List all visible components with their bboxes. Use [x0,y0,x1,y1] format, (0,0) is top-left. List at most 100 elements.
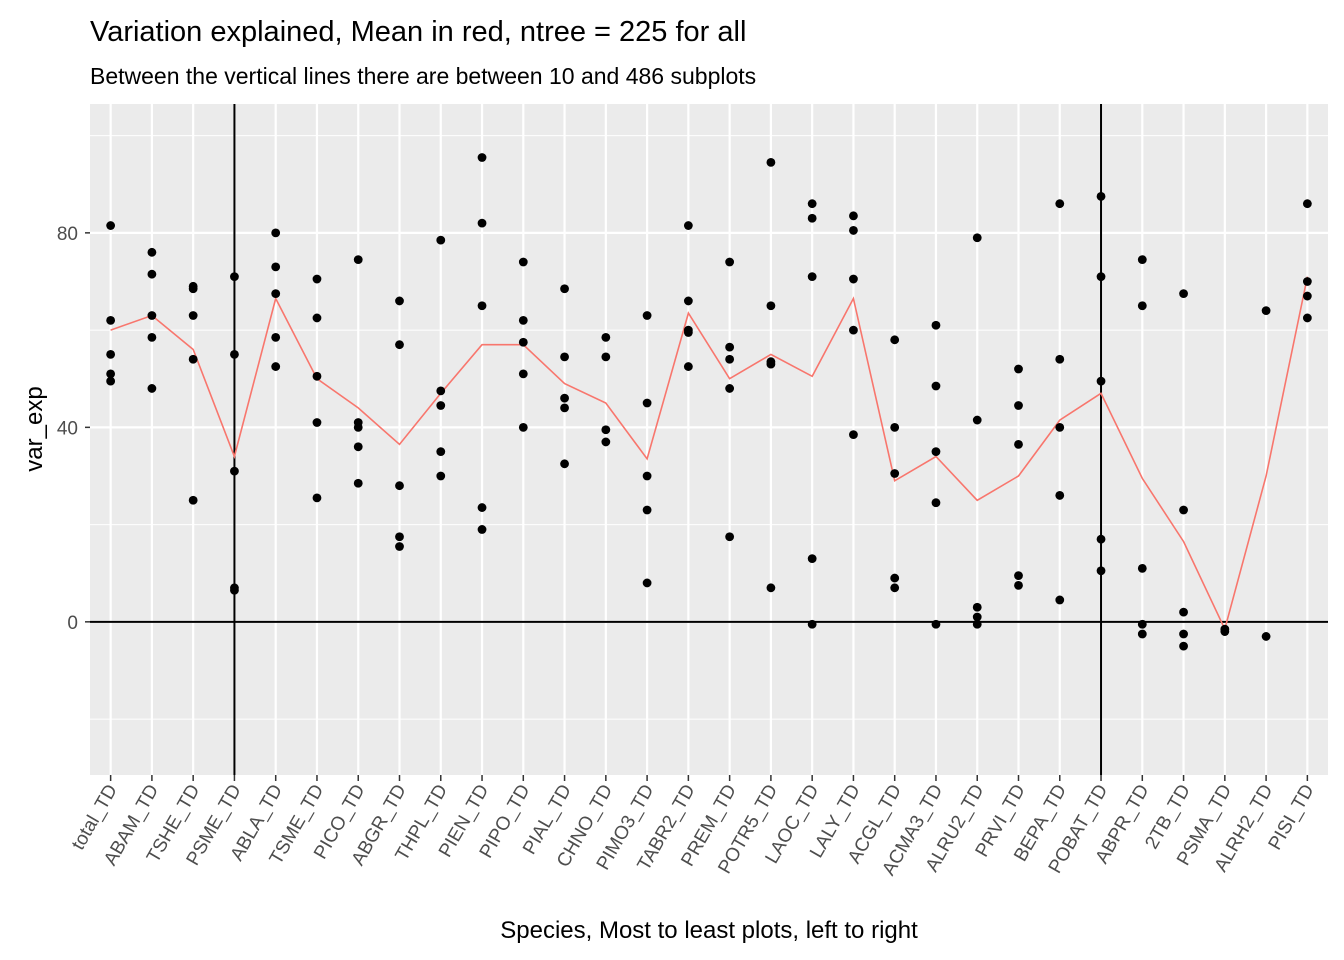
data-point [230,466,239,476]
data-point [601,352,611,362]
data-point [1055,422,1065,432]
data-point [849,211,858,221]
data-point [147,269,157,279]
x-axis: total_TDABAM_TDTSHE_TDPSME_TDABLA_TDTSME… [68,775,1319,879]
data-point [1137,619,1147,629]
data-point [766,583,776,593]
data-point [395,481,404,491]
data-point [353,442,363,452]
y-axis-title: var_exp [21,386,48,471]
data-point [725,532,735,542]
data-point [477,301,487,311]
data-point [1055,354,1065,364]
data-point [395,296,404,306]
data-point [1179,629,1188,639]
data-point [353,255,363,264]
data-point [1179,607,1188,617]
data-point [395,542,404,551]
data-point [1137,301,1147,311]
reference-lines [90,104,1328,775]
data-point [1179,289,1188,299]
data-point [1179,505,1188,515]
data-point [271,289,281,299]
y-tick-label: 80 [57,224,78,245]
data-point [642,505,652,515]
data-point [931,447,941,457]
data-point [312,418,322,427]
data-point [1302,313,1312,323]
data-point [436,401,446,410]
data-point [807,619,817,629]
data-point [807,199,817,209]
data-point [518,315,528,325]
data-point [807,272,817,282]
data-point [849,274,858,284]
data-point [931,498,941,508]
data-point [477,503,487,512]
data-point [849,325,858,335]
data-point [353,478,363,488]
data-point [560,284,569,294]
y-tick-label: 0 [67,613,78,634]
data-point [683,221,693,230]
data-point [436,235,446,245]
data-point [188,284,198,294]
data-point [560,352,569,362]
data-point [849,226,858,235]
data-point [972,233,982,243]
mean-line [110,276,1309,632]
data-point [147,332,157,342]
data-point [601,332,611,342]
data-point [1014,401,1023,410]
data-point [766,157,776,167]
data-point [477,153,487,162]
data-point [1096,272,1106,282]
data-point [683,328,693,337]
data-point [395,532,404,542]
data-point [477,525,487,534]
data-point [1137,629,1147,639]
data-point [890,422,900,432]
data-point [1302,199,1312,209]
data-point [312,371,322,381]
data-points [106,153,1312,651]
data-point [972,619,982,629]
data-point [1014,439,1023,449]
data-point [353,422,363,432]
data-point [436,447,446,457]
data-point [1261,632,1271,641]
plot-panel [90,104,1328,775]
data-point [1137,563,1147,573]
chart-subtitle: Between the vertical lines there are bet… [90,63,756,89]
data-point [1096,566,1106,576]
data-point [436,386,446,396]
data-point [642,398,652,408]
data-point [725,257,735,267]
data-point [807,213,817,223]
data-point [890,573,900,583]
data-point [972,602,982,612]
chart-title: Variation explained, Mean in red, ntree … [90,16,746,48]
data-point [931,381,941,391]
data-point [106,350,116,359]
data-point [395,340,404,350]
data-point [1179,641,1188,651]
data-point [312,274,322,284]
data-point [1220,627,1230,636]
data-point [972,415,982,425]
data-point [766,359,776,369]
data-point [106,369,116,379]
data-point [642,578,652,588]
data-point [518,337,528,347]
data-point [271,362,281,371]
data-point [1014,364,1023,374]
y-tick-label: 40 [57,418,78,439]
data-point [312,493,322,503]
data-point [1096,534,1106,544]
data-point [560,403,569,413]
data-point [188,354,198,364]
data-point [106,221,116,230]
data-point [931,320,941,330]
data-point [230,272,239,282]
